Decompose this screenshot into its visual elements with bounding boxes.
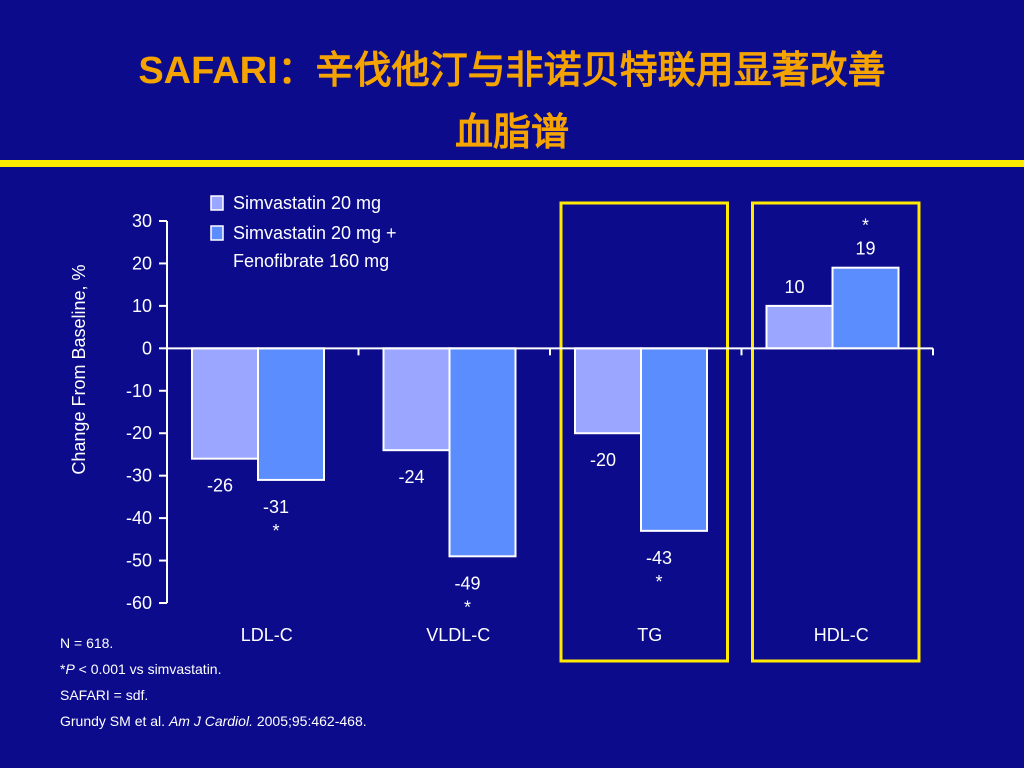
x-category-label: LDL-C: [241, 625, 293, 645]
data-label: -49: [454, 573, 480, 593]
legend-swatch-series-2: [210, 225, 224, 241]
bar-ldl-c-series-1: [191, 347, 259, 460]
title-line-2: 血脂谱: [454, 112, 569, 154]
y-tick-label: -50: [126, 551, 152, 571]
significance-star: *: [862, 216, 869, 236]
x-category-label: TG: [637, 625, 662, 645]
data-label: -26: [207, 476, 233, 496]
y-tick-label: 30: [132, 211, 152, 231]
y-tick-label: -30: [126, 466, 152, 486]
significance-star: *: [655, 572, 662, 592]
footnote-abbreviation: SAFARI = sdf.: [60, 687, 149, 703]
footnotes: N = 618. *P < 0.001 vs simvastatin. SAFA…: [60, 630, 367, 734]
bar-ldl-c-series-2: [257, 347, 325, 481]
x-category-label: HDL-C: [814, 625, 869, 645]
footnote-p-italic: P: [65, 661, 75, 677]
slide-title: SAFARI：辛伐他汀与非诺贝特联用显著改善 血脂谱: [0, 40, 1024, 164]
data-label: 19: [855, 239, 875, 259]
significance-star: *: [464, 597, 471, 617]
ref-journal: Am J Cardiol.: [168, 713, 253, 729]
title-divider: [0, 160, 1024, 167]
y-tick-label: 0: [142, 338, 152, 358]
y-tick-label: 20: [132, 253, 152, 273]
bar-tg-series-1: [574, 347, 642, 435]
ref-authors: Grundy SM et al.: [60, 713, 169, 729]
highlight-box-hdl-c: [751, 201, 921, 663]
y-tick-label: -40: [126, 508, 152, 528]
legend-label: Simvastatin 20 mg +: [233, 223, 397, 243]
y-tick-label: 10: [132, 296, 152, 316]
bar-tg-series-2: [640, 347, 708, 532]
y-axis-label: Change From Baseline, %: [69, 265, 89, 475]
data-label: -43: [646, 548, 672, 568]
data-label: -31: [263, 497, 289, 517]
footnote-p-value: *P < 0.001 vs simvastatin.: [60, 656, 367, 682]
significance-star: *: [272, 521, 279, 541]
data-label: -24: [398, 467, 424, 487]
highlight-box-tg: [559, 201, 729, 663]
footnote-n: N = 618.: [60, 635, 114, 651]
ref-rest: 2005;95:462-468.: [252, 713, 367, 729]
bar-vldl-c-series-2: [448, 347, 517, 558]
legend-label: Simvastatin 20 mg: [233, 193, 381, 213]
legend-label: Fenofibrate 160 mg: [233, 251, 389, 271]
legend-swatch-series-1: [210, 195, 224, 211]
footnote-p-star: *: [60, 661, 66, 677]
y-tick-label: -60: [126, 593, 152, 613]
y-tick-label: -10: [126, 381, 152, 401]
bar-hdl-c-series-2: [831, 266, 900, 350]
title-line-1: SAFARI：辛伐他汀与非诺贝特联用显著改善: [138, 50, 886, 92]
footnote-p-rest: < 0.001 vs simvastatin.: [74, 661, 222, 677]
data-label: -20: [590, 450, 616, 470]
x-category-label: VLDL-C: [426, 625, 490, 645]
footnote-reference: Grundy SM et al. Am J Cardiol. 2005;95:4…: [60, 708, 367, 734]
y-tick-label: -20: [126, 423, 152, 443]
bar-vldl-c-series-1: [382, 347, 451, 452]
bar-hdl-c-series-1: [765, 304, 834, 350]
data-label: 10: [784, 277, 804, 297]
